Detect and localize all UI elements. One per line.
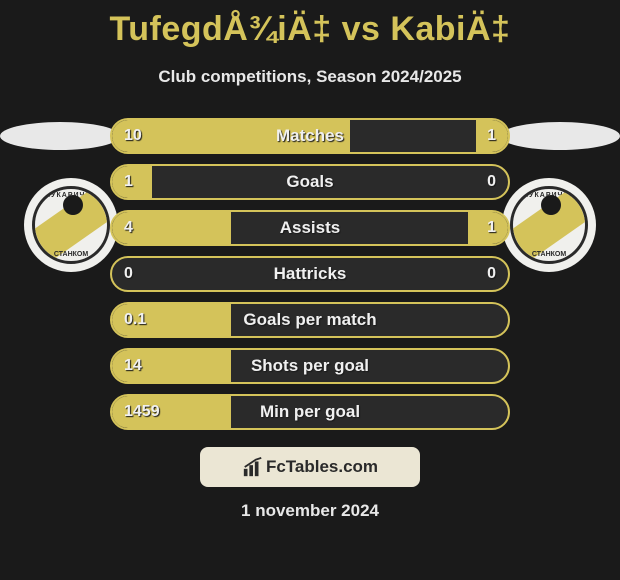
stat-label: Shots per goal xyxy=(112,356,508,376)
club-badge-right: ЧУКАРИЧКИ СТАНКОМ xyxy=(502,178,596,272)
chart-icon xyxy=(242,456,264,478)
stat-value-right: 0 xyxy=(487,265,496,283)
stat-row: 0Hattricks0 xyxy=(110,256,510,292)
stat-row: 14Shots per goal xyxy=(110,348,510,384)
badge-ball-icon xyxy=(541,195,561,215)
page-title: TufegdÅ¾iÄ‡ vs KabiÄ‡ xyxy=(0,0,620,49)
stat-row: 10Matches1 xyxy=(110,118,510,154)
stat-value-right: 1 xyxy=(487,219,496,237)
stat-label: Goals per match xyxy=(112,310,508,330)
stat-value-right: 1 xyxy=(487,127,496,145)
subtitle: Club competitions, Season 2024/2025 xyxy=(0,67,620,87)
stat-label: Goals xyxy=(112,172,508,192)
player-left-silhouette xyxy=(0,122,120,150)
stat-row: 1Goals0 xyxy=(110,164,510,200)
stat-row: 0.1Goals per match xyxy=(110,302,510,338)
brand-text: FcTables.com xyxy=(266,457,378,477)
badge-ball-icon xyxy=(63,195,83,215)
stat-label: Matches xyxy=(112,126,508,146)
stat-label: Min per goal xyxy=(112,402,508,422)
player-right-silhouette xyxy=(500,122,620,150)
stat-label: Hattricks xyxy=(112,264,508,284)
badge-text-bottom: СТАНКОМ xyxy=(35,251,107,258)
stat-row: 1459Min per goal xyxy=(110,394,510,430)
brand-box: FcTables.com xyxy=(200,447,420,487)
badge-text-bottom: СТАНКОМ xyxy=(513,251,585,258)
stat-value-right: 0 xyxy=(487,173,496,191)
stat-label: Assists xyxy=(112,218,508,238)
stat-row: 4Assists1 xyxy=(110,210,510,246)
stats-container: 10Matches11Goals04Assists10Hattricks00.1… xyxy=(110,118,510,440)
club-badge-left: ЧУКАРИЧКИ СТАНКОМ xyxy=(24,178,118,272)
footer-date: 1 november 2024 xyxy=(0,501,620,521)
